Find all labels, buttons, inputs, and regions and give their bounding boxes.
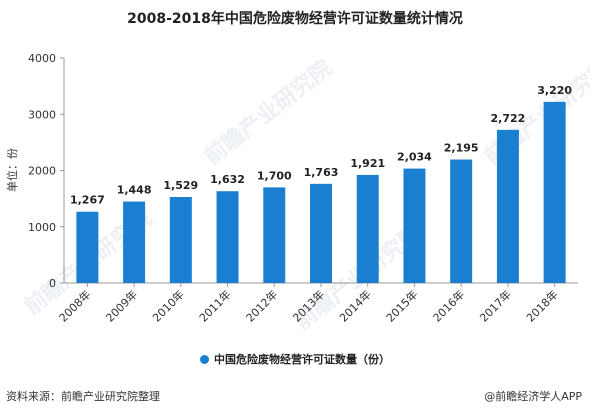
y-tick-label: 4000	[28, 52, 56, 65]
bar	[263, 187, 286, 283]
brand-credit: @前瞻经济学人APP	[484, 390, 582, 403]
x-tick-label: 2010年	[149, 287, 186, 324]
y-tick-label: 2000	[28, 165, 56, 178]
chart-title: 2008-2018年中国危险废物经营许可证数量统计情况	[127, 11, 463, 27]
data-label: 1,763	[304, 166, 339, 179]
bar	[496, 129, 519, 283]
y-tick-label: 3000	[28, 108, 56, 121]
y-tick-label: 0	[49, 277, 56, 290]
bar	[169, 196, 192, 283]
x-tick-label: 2014年	[336, 287, 373, 324]
bar	[450, 159, 473, 283]
data-label: 3,220	[537, 84, 572, 97]
data-label: 1,632	[210, 173, 245, 186]
data-label: 1,700	[257, 169, 292, 182]
data-label: 2,722	[491, 112, 526, 125]
data-label: 2,034	[397, 151, 432, 164]
x-tick-label: 2017年	[477, 287, 514, 324]
bar	[216, 191, 239, 283]
x-tick-label: 2016年	[430, 287, 467, 324]
bar	[310, 183, 332, 283]
y-tick-label: 1000	[28, 221, 56, 234]
bar	[403, 168, 426, 283]
legend-marker	[200, 355, 209, 364]
legend: 中国危险废物经营许可证数量（份）	[0, 351, 590, 367]
bar	[76, 211, 99, 283]
x-tick-label: 2013年	[290, 287, 327, 324]
data-label: 1,448	[117, 184, 152, 197]
data-label: 2,195	[444, 142, 479, 155]
data-label: 1,921	[350, 157, 385, 170]
x-tick-label: 2009年	[103, 287, 140, 324]
x-tick-label: 2011年	[196, 287, 233, 324]
source-note: 资料来源：前瞻产业研究院整理	[6, 390, 160, 403]
bar	[543, 101, 566, 283]
x-tick-label: 2012年	[243, 287, 280, 324]
y-axis-label: 单位：份	[5, 148, 19, 192]
x-tick-label: 2018年	[523, 287, 560, 324]
bar	[123, 201, 146, 283]
x-tick-label: 2008年	[56, 287, 93, 324]
x-tick-label: 2015年	[383, 287, 420, 324]
data-label: 1,529	[163, 179, 198, 192]
bar	[356, 174, 379, 283]
data-label: 1,267	[70, 194, 105, 207]
legend-label: 中国危险废物经营许可证数量（份）	[214, 353, 390, 366]
